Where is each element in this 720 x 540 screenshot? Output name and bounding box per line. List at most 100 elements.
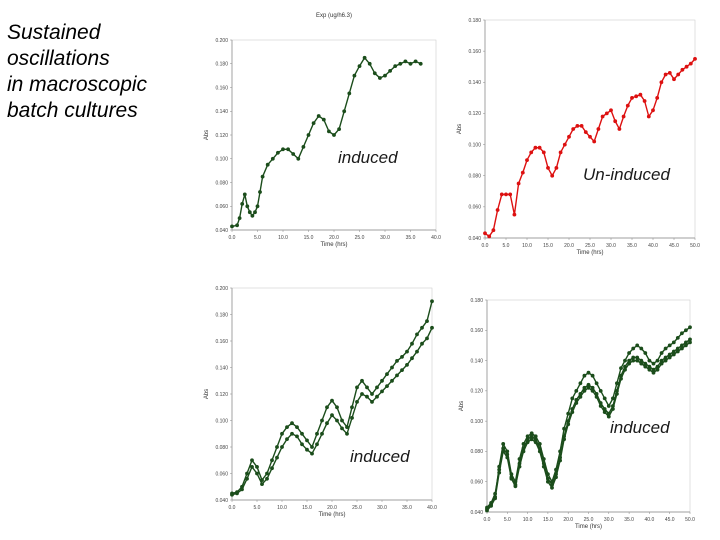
y-tick-label: 0.100 bbox=[468, 142, 481, 148]
data-point bbox=[574, 401, 579, 405]
data-point bbox=[245, 476, 249, 481]
data-point bbox=[625, 103, 630, 108]
data-point bbox=[639, 346, 644, 351]
plot-frame bbox=[486, 299, 691, 513]
data-point bbox=[586, 385, 591, 390]
data-point bbox=[265, 162, 270, 167]
data-point bbox=[655, 367, 660, 372]
data-point bbox=[305, 438, 309, 443]
data-point bbox=[265, 476, 269, 481]
data-point bbox=[275, 455, 279, 460]
y-tick-label: 0.060 bbox=[468, 205, 481, 211]
data-point bbox=[342, 109, 347, 114]
data-point bbox=[280, 445, 284, 449]
data-point bbox=[671, 352, 676, 357]
data-point bbox=[667, 355, 672, 360]
y-axis-label: Abs bbox=[204, 389, 210, 399]
data-point bbox=[578, 395, 583, 399]
data-point bbox=[255, 465, 259, 469]
data-point bbox=[667, 352, 672, 357]
x-tick-label: 10.0 bbox=[522, 243, 532, 249]
data-point bbox=[517, 464, 522, 469]
chart-label: induced bbox=[350, 447, 410, 466]
headline-line: in macroscopic bbox=[7, 73, 148, 96]
x-tick-label: 25.0 bbox=[352, 505, 362, 511]
y-tick-label: 0.060 bbox=[215, 204, 228, 210]
data-point bbox=[667, 71, 672, 75]
data-point bbox=[651, 108, 655, 113]
data-point bbox=[655, 96, 660, 100]
data-point bbox=[590, 373, 595, 378]
data-point bbox=[647, 358, 652, 363]
data-point bbox=[280, 431, 284, 436]
x-tick-label: 35.0 bbox=[402, 505, 412, 511]
data-point bbox=[415, 349, 419, 354]
data-point bbox=[583, 130, 588, 134]
data-point bbox=[533, 434, 538, 439]
data-point bbox=[513, 484, 518, 489]
data-point bbox=[688, 337, 692, 342]
data-point bbox=[525, 434, 530, 439]
data-point bbox=[602, 396, 607, 401]
data-point bbox=[541, 464, 546, 469]
data-point bbox=[623, 367, 627, 372]
y-tick-label: 0.160 bbox=[215, 339, 228, 345]
chart-title: Exp (ug/h6.3) bbox=[316, 13, 352, 19]
data-point bbox=[693, 57, 697, 61]
data-point bbox=[425, 319, 429, 323]
data-point bbox=[598, 404, 603, 408]
data-point bbox=[546, 166, 550, 170]
chart-svg: 0.040 0.060 0.080 0.100 0.120 0.140 0.160 0.180… bbox=[204, 286, 437, 518]
data-point bbox=[230, 492, 234, 497]
data-point bbox=[300, 442, 304, 447]
data-point bbox=[247, 210, 252, 215]
data-point bbox=[320, 418, 324, 423]
data-point bbox=[250, 213, 255, 218]
data-point bbox=[493, 496, 497, 501]
data-point bbox=[330, 413, 334, 418]
data-point bbox=[663, 346, 668, 351]
data-point bbox=[615, 392, 619, 396]
data-point bbox=[675, 346, 680, 351]
data-point bbox=[602, 410, 607, 414]
data-point bbox=[635, 355, 640, 360]
data-point bbox=[537, 449, 542, 454]
data-point bbox=[325, 421, 329, 426]
data-point bbox=[655, 358, 660, 363]
data-point bbox=[647, 364, 652, 369]
data-point bbox=[582, 373, 587, 378]
data-point bbox=[688, 325, 692, 330]
data-point bbox=[418, 61, 423, 66]
slide-headline: Sustained oscillations in macroscopic ba… bbox=[7, 20, 187, 124]
y-tick-label: 0.160 bbox=[468, 49, 481, 55]
data-point bbox=[566, 422, 571, 427]
data-point bbox=[430, 325, 434, 330]
data-point bbox=[588, 134, 592, 139]
y-tick-label: 0.200 bbox=[215, 286, 228, 292]
data-point bbox=[345, 425, 349, 429]
y-tick-label: 0.100 bbox=[470, 419, 483, 425]
data-point bbox=[260, 174, 265, 179]
data-point bbox=[285, 425, 289, 429]
y-tick-label: 0.060 bbox=[215, 471, 228, 477]
data-point bbox=[516, 181, 521, 186]
y-tick-label: 0.080 bbox=[470, 449, 483, 455]
data-point bbox=[613, 119, 618, 124]
data-point bbox=[596, 127, 601, 131]
data-point bbox=[345, 431, 349, 436]
data-point bbox=[647, 367, 652, 372]
y-tick-label: 0.040 bbox=[470, 510, 483, 516]
data-point bbox=[615, 381, 619, 386]
y-axis-label: Abs bbox=[204, 130, 210, 140]
data-point bbox=[497, 470, 502, 475]
series-line bbox=[484, 58, 696, 238]
data-point bbox=[315, 431, 319, 436]
data-point bbox=[390, 378, 394, 383]
x-tick-label: 25.0 bbox=[585, 243, 595, 249]
data-point bbox=[537, 145, 542, 150]
data-point bbox=[659, 358, 664, 363]
data-point bbox=[598, 389, 603, 393]
data-point bbox=[270, 156, 275, 161]
data-point bbox=[320, 431, 324, 436]
y-tick-label: 0.100 bbox=[215, 157, 228, 163]
